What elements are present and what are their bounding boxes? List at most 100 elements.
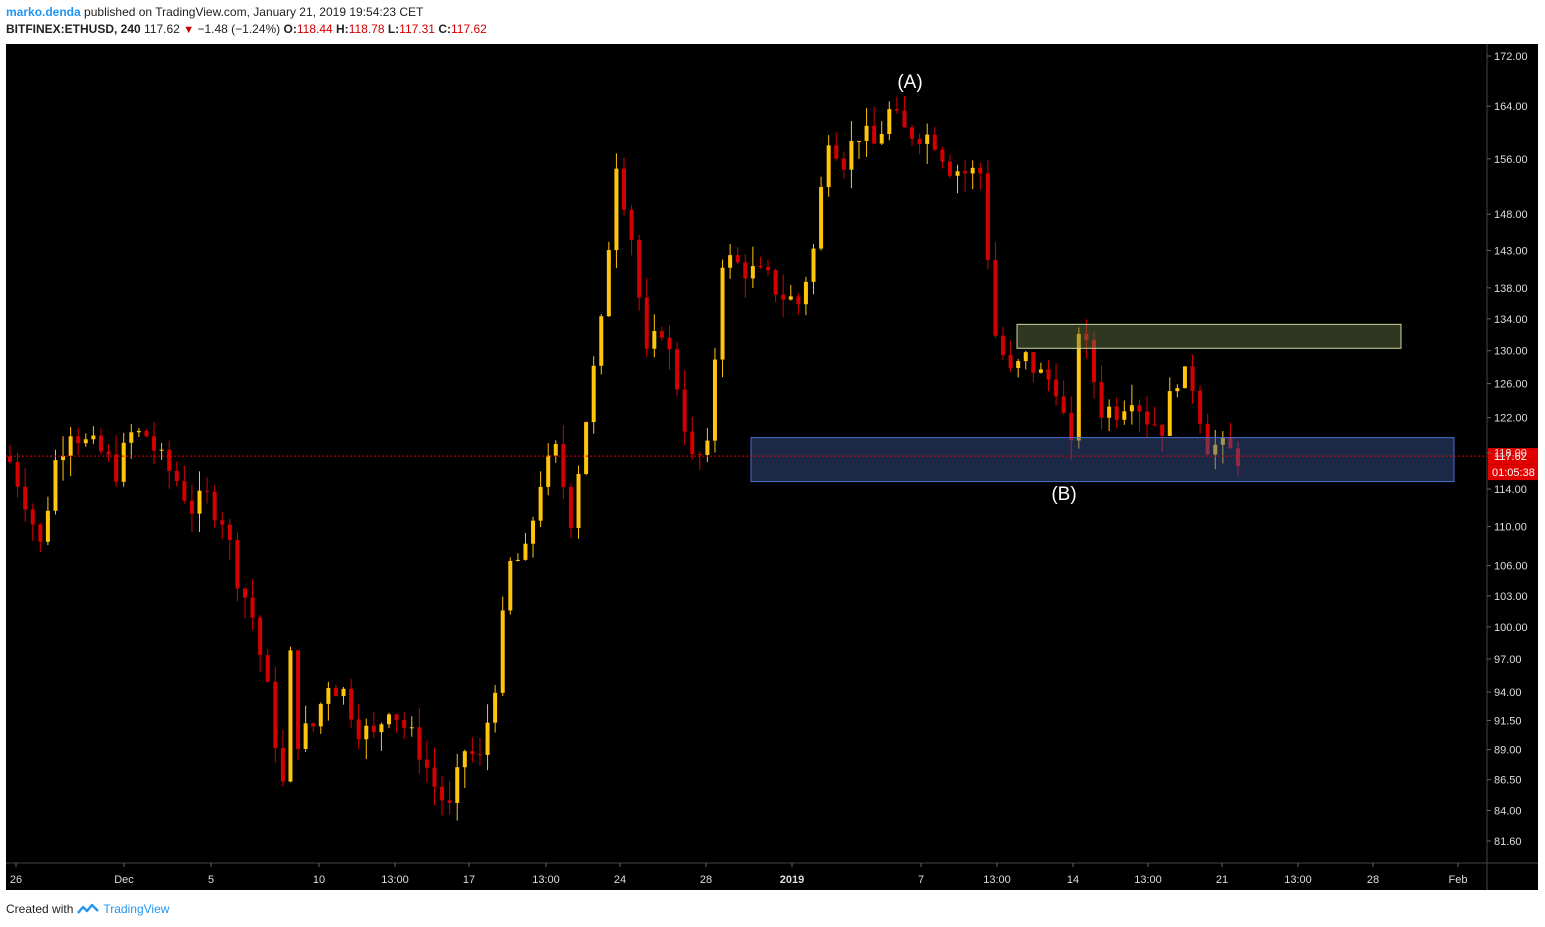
candle-body xyxy=(841,158,846,170)
candle-body xyxy=(614,168,619,251)
candle-body xyxy=(136,430,141,433)
chart-background xyxy=(6,44,1487,863)
candle-body xyxy=(197,490,202,514)
candle-body xyxy=(45,510,50,542)
candle-body xyxy=(1061,396,1066,413)
candle-body xyxy=(1137,405,1142,412)
candle-body xyxy=(53,460,58,511)
candle-body xyxy=(212,491,217,521)
candle-body xyxy=(311,723,316,727)
candle-body xyxy=(925,134,930,144)
time-tick-label: 2019 xyxy=(780,874,804,886)
close-value: 117.62 xyxy=(451,22,487,36)
time-tick-label: 28 xyxy=(1367,874,1379,886)
created-with-text: Created with xyxy=(6,902,74,916)
tradingview-brand[interactable]: TradingView xyxy=(103,902,170,916)
candle-body xyxy=(1054,379,1059,397)
candle-body xyxy=(576,473,581,529)
candle-body xyxy=(515,559,520,561)
candle-body xyxy=(258,617,263,656)
time-tick-label: 10 xyxy=(313,874,325,886)
wave-b-label[interactable]: (B) xyxy=(1051,484,1076,505)
candle-body xyxy=(174,470,179,482)
price-tick-label: 156.00 xyxy=(1494,154,1528,166)
price-tick-label: 106.00 xyxy=(1494,561,1528,573)
price-tick-label: 126.00 xyxy=(1494,379,1528,391)
candle-body xyxy=(318,703,323,727)
price-tick-label: 143.00 xyxy=(1494,245,1528,257)
candle-body xyxy=(341,688,346,697)
price-tick-label: 91.50 xyxy=(1494,715,1522,727)
candle-body xyxy=(1145,411,1150,425)
candle-body xyxy=(553,444,558,456)
candle-body xyxy=(250,597,255,618)
candle-body xyxy=(947,161,952,176)
candle-body xyxy=(417,727,422,760)
candle-body xyxy=(303,723,308,749)
price-axis[interactable]: 172.00 164.00 156.00 148.00 143.00 138.00 134.… xyxy=(1487,51,1528,848)
candle-body xyxy=(955,171,960,176)
publish-info: marko.denda published on TradingView.com… xyxy=(6,5,423,19)
candle-body xyxy=(152,436,157,451)
candle-body xyxy=(735,255,740,263)
candle-body xyxy=(796,296,801,305)
candle-body xyxy=(83,439,88,444)
candle-body xyxy=(675,349,680,390)
support-zone[interactable] xyxy=(750,437,1455,483)
candle-body xyxy=(1213,444,1218,455)
price-tick-label: 164.00 xyxy=(1494,101,1528,113)
candle-body xyxy=(167,449,172,471)
candle-body xyxy=(15,461,20,487)
author-name[interactable]: marko.denda xyxy=(6,5,81,19)
candle-body xyxy=(803,281,808,305)
symbol-name: BITFINEX:ETHUSD, 240 xyxy=(6,22,141,36)
candle-body xyxy=(500,610,505,693)
low-label: L: xyxy=(387,22,400,36)
open-label: O: xyxy=(283,22,297,36)
last-price-tag xyxy=(1488,448,1538,465)
candle-body xyxy=(622,168,626,210)
candle-body xyxy=(1046,369,1051,380)
candle-body xyxy=(834,145,839,159)
candle-body xyxy=(856,140,861,142)
price-tick-label: 103.00 xyxy=(1494,591,1528,603)
candle-body xyxy=(910,127,915,139)
footer: Created with TradingView xyxy=(6,902,169,916)
candle-body xyxy=(432,767,437,787)
candle-body xyxy=(1129,405,1134,412)
candle-body xyxy=(1220,437,1225,445)
price-tick-label: 89.00 xyxy=(1494,745,1522,757)
candle-body xyxy=(356,719,361,740)
time-tick-label: 26 xyxy=(10,874,22,886)
high-label: H: xyxy=(336,22,349,36)
wave-a-label[interactable]: (A) xyxy=(897,72,922,93)
close-label: C: xyxy=(438,22,451,36)
price-change: −1.48 (−1.24%) xyxy=(197,22,281,36)
candle-body xyxy=(1122,411,1127,420)
candle-body xyxy=(508,560,513,611)
candle-body xyxy=(523,543,528,560)
candle-body xyxy=(652,331,657,349)
open-value: 118.44 xyxy=(296,22,333,36)
candle-body xyxy=(985,173,990,260)
candle-body xyxy=(394,714,399,720)
price-tick-label: 110.00 xyxy=(1494,522,1527,534)
candle-body xyxy=(1107,406,1112,418)
candle-body xyxy=(1167,391,1172,436)
time-tick-label: Feb xyxy=(1449,874,1468,886)
candle-body xyxy=(182,481,187,501)
candle-body xyxy=(629,209,634,240)
price-tick-label: 130.00 xyxy=(1494,346,1528,358)
time-tick-label: 21 xyxy=(1216,874,1228,886)
time-axis[interactable]: 26 Dec 5 10 13:00 17 13:00 24 28 2019 7 13:00 14 13:0… xyxy=(10,863,1468,886)
symbol-info: BITFINEX:ETHUSD, 240 117.62 ▼ −1.48 (−1.… xyxy=(6,22,487,36)
price-tick-label: 114.00 xyxy=(1494,484,1527,496)
candle-body xyxy=(864,125,869,141)
price-tick-label: 172.00 xyxy=(1494,51,1528,63)
time-tick-label: 7 xyxy=(918,874,924,886)
candle-body xyxy=(819,187,824,249)
candle-body xyxy=(220,520,225,525)
candle-body xyxy=(963,171,968,174)
resistance-zone[interactable] xyxy=(1016,323,1402,349)
